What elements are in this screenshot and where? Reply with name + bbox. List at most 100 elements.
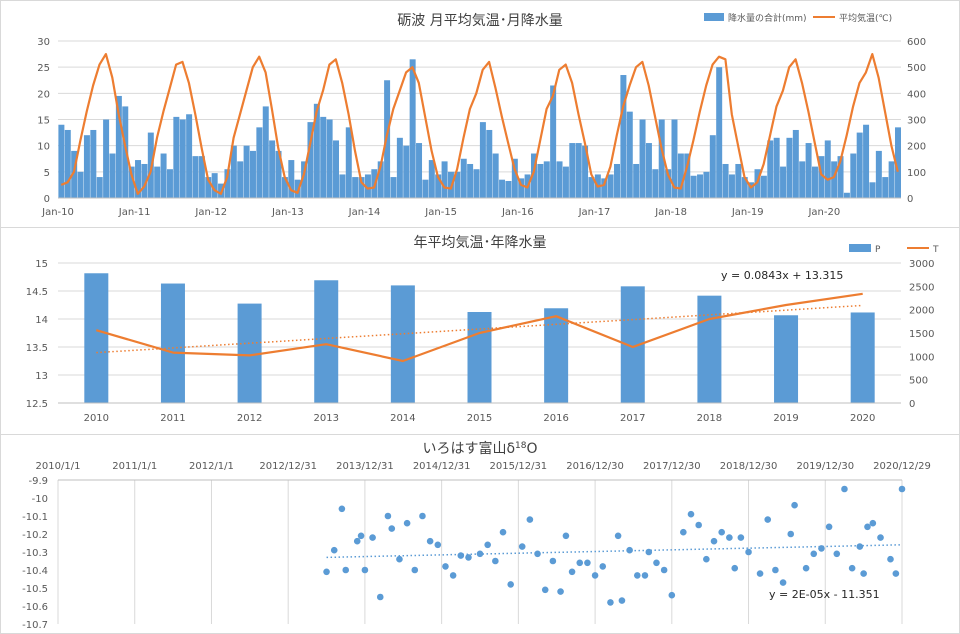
data-point (434, 541, 442, 549)
precip-bar (850, 153, 857, 198)
precip-bar (288, 160, 295, 198)
legend-temp-label: 平均気温(℃) (839, 12, 892, 24)
precip-bar (562, 166, 569, 198)
precip-bar (824, 140, 831, 198)
precip-bar (326, 119, 333, 198)
legend-precip-label: 降水量の合計(mm) (728, 12, 807, 24)
x-tick-label: 2019/12/30 (796, 461, 854, 472)
data-point (338, 505, 346, 513)
data-point (518, 543, 526, 550)
precip-bar (281, 177, 288, 198)
precip-bar (843, 192, 850, 198)
precip-bar (160, 283, 185, 403)
data-point (562, 532, 570, 540)
precip-bar (396, 137, 403, 198)
precip-bar (256, 127, 263, 198)
data-point (376, 593, 384, 601)
data-point (411, 566, 419, 574)
legend-t-label: T (932, 245, 939, 255)
precip-bar (882, 177, 889, 198)
precip-bar (173, 116, 180, 198)
y-tick-label: -10.1 (22, 512, 48, 523)
y-right-tick-label: 600 (907, 37, 926, 48)
y-right-tick-label: 300 (907, 116, 926, 127)
x-tick-label: Jan-15 (424, 207, 457, 218)
precip-bar (90, 129, 97, 198)
x-tick-label: 2020 (850, 413, 875, 424)
data-point (614, 532, 622, 540)
data-point (848, 564, 856, 572)
precip-bar (333, 140, 339, 198)
y-left-tick-label: 25 (37, 63, 50, 74)
precip-bar (620, 75, 627, 198)
precip-bar (198, 156, 205, 198)
precip-bar (639, 119, 646, 198)
data-point (353, 537, 361, 545)
y-tick-label: -10.4 (22, 566, 48, 577)
precip-bar (230, 145, 237, 198)
precip-bar (307, 122, 314, 198)
y-right-tick-label: 1000 (909, 352, 934, 363)
precip-bar (703, 171, 710, 198)
data-point (764, 516, 772, 523)
y-right-tick-label: 0 (907, 194, 913, 205)
data-point (323, 568, 330, 576)
precip-bar (837, 156, 844, 198)
data-point (887, 555, 894, 563)
data-point (787, 530, 795, 538)
data-point (342, 566, 350, 574)
precip-bar (154, 166, 161, 198)
data-point (369, 534, 376, 541)
precip-bar (58, 124, 65, 198)
precip-bar (224, 169, 231, 198)
precip-bar (722, 163, 729, 198)
precip-bar (294, 179, 301, 198)
precip-bar (339, 174, 346, 198)
data-point (330, 546, 338, 554)
data-point (718, 528, 725, 536)
precip-bar (409, 59, 416, 198)
precip-bar (645, 143, 652, 198)
precip-bar (243, 145, 250, 198)
data-point (892, 570, 900, 577)
precip-bar (773, 137, 780, 198)
precip-bar (550, 85, 557, 198)
x-tick-label: Jan-19 (731, 207, 764, 218)
precip-bar (767, 140, 774, 198)
y-tick-label: -10.2 (22, 530, 48, 541)
precip-bar (313, 103, 320, 198)
x-tick-label: 2016 (543, 413, 568, 424)
data-point (877, 534, 884, 541)
precip-bar (601, 178, 608, 198)
precip-bar (390, 177, 397, 198)
precip-bar (109, 153, 116, 198)
precip-bar (811, 166, 818, 198)
data-point (864, 523, 871, 531)
data-point (818, 545, 825, 552)
precip-bar (428, 160, 435, 198)
y-right-tick-label: 1500 (909, 329, 934, 340)
y-right-tick-label: 200 (907, 142, 926, 153)
data-point (660, 566, 668, 574)
x-tick-label: 2020/12/29 (873, 461, 931, 472)
trendline-equation: y = 0.0843x + 13.315 (721, 269, 843, 282)
data-point (779, 579, 787, 586)
y-tick-label: -9.9 (28, 476, 48, 487)
data-point (384, 512, 392, 520)
y-right-tick-label: 500 (909, 376, 928, 387)
precip-bar (403, 145, 410, 198)
y-tick-label: -10 (32, 494, 48, 505)
data-point (396, 555, 403, 563)
y-right-tick-label: 2000 (909, 306, 934, 317)
precip-bar (192, 156, 199, 198)
precip-bar (460, 158, 467, 198)
data-point (591, 572, 599, 579)
temperature-line (60, 52, 899, 195)
data-point (680, 528, 687, 536)
data-point (534, 550, 541, 558)
data-point (388, 525, 396, 532)
precip-bar (71, 150, 78, 198)
precip-bar (467, 163, 474, 198)
y-tick-label: -10.7 (22, 620, 48, 631)
y-left-tick-label: 10 (37, 142, 50, 153)
